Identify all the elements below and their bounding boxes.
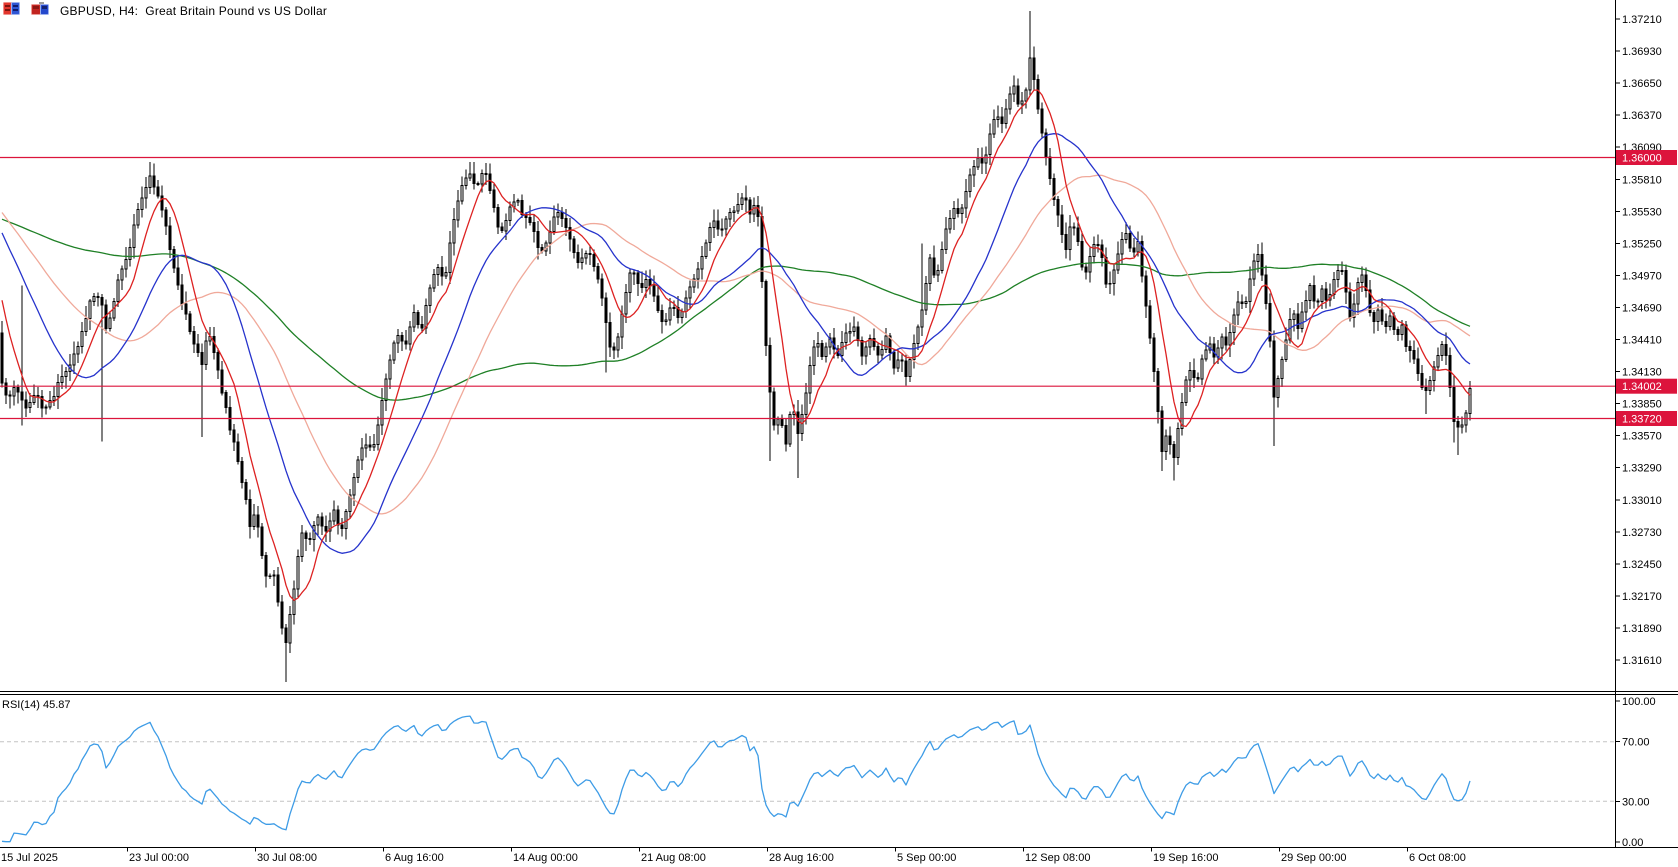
price-axis-label: 1.35810: [1622, 174, 1662, 186]
date-axis-label: 5 Sep 00:00: [897, 852, 956, 864]
candles: [0, 11, 1472, 682]
price-axis-label: 1.36370: [1622, 110, 1662, 122]
date-axis-label: 15 Jul 2025: [1, 852, 58, 864]
chart-header: GBPUSD, H4: Great Britain Pound vs US Do…: [3, 2, 327, 20]
rsi-axis-label: 100.00: [1622, 696, 1656, 708]
svg-text:1.36000: 1.36000: [1622, 153, 1662, 165]
price-axis-label: 1.33290: [1622, 463, 1662, 475]
price-axis-label: 1.32170: [1622, 591, 1662, 603]
price-axis-label: 1.36650: [1622, 78, 1662, 90]
price-axis-label: 1.34970: [1622, 270, 1662, 282]
ma-line-fast: [1, 89, 1471, 601]
price-axis-label: 1.35250: [1622, 238, 1662, 250]
price-axis-label: 1.37210: [1622, 14, 1662, 26]
price-axis-label: 1.33010: [1622, 495, 1662, 507]
rsi-line: [1, 715, 1471, 843]
date-axis-label: 6 Oct 08:00: [1409, 852, 1466, 864]
date-axis: 15 Jul 2025 23 Jul 00:00 30 Jul 08:00 6 Aug…: [1, 847, 1466, 864]
date-axis-label: 30 Jul 08:00: [257, 852, 317, 864]
ma-line-trend: [1, 218, 1471, 401]
price-badge-1.33720: 1.33720: [1616, 411, 1677, 426]
ma-line-mid: [1, 133, 1471, 554]
rsi-indicator-label: RSI(14) 45.87: [2, 699, 71, 711]
price-badge-1.36000: 1.36000: [1616, 150, 1677, 165]
price-badge-1.34002: 1.34002: [1616, 378, 1677, 394]
date-axis-label: 12 Sep 08:00: [1025, 852, 1090, 864]
date-axis-label: 14 Aug 00:00: [513, 852, 578, 864]
price-axis-label: 1.31610: [1622, 655, 1662, 667]
price-axis-label: 1.33850: [1622, 399, 1662, 411]
price-axis-label: 1.31890: [1622, 623, 1662, 635]
date-axis-label: 19 Sep 16:00: [1153, 852, 1218, 864]
date-axis-label: 23 Jul 00:00: [129, 852, 189, 864]
svg-text:1.33720: 1.33720: [1622, 414, 1662, 426]
chart-windows-icon[interactable]: [31, 2, 49, 20]
quote-table-icon[interactable]: [3, 2, 20, 20]
price-axis: 1.372101.369301.366501.363701.360901.358…: [1615, 14, 1662, 667]
price-axis-label: 1.34130: [1622, 367, 1662, 379]
bull-candles: [12, 57, 1472, 644]
price-axis-label: 1.32450: [1622, 559, 1662, 571]
bear-candles: [0, 57, 1460, 644]
price-axis-label: 1.34410: [1622, 335, 1662, 347]
svg-text:1.34002: 1.34002: [1622, 381, 1662, 393]
ma-line-slow: [1, 174, 1471, 515]
date-axis-label: 21 Aug 08:00: [641, 852, 706, 864]
chart-title: GBPUSD, H4: Great Britain Pound vs US Do…: [60, 4, 328, 18]
rsi-axis-label: 30.00: [1622, 796, 1650, 808]
date-axis-label: 6 Aug 16:00: [385, 852, 444, 864]
panel-borders: [0, 0, 1678, 848]
rsi-axis-label: 0.00: [1622, 837, 1643, 849]
date-axis-label: 28 Aug 16:00: [769, 852, 834, 864]
price-axis-label: 1.32730: [1622, 527, 1662, 539]
rsi-panel[interactable]: 100.00 70.00 30.00 0.00: [0, 696, 1656, 849]
price-axis-label: 1.35530: [1622, 206, 1662, 218]
date-axis-label: 29 Sep 00:00: [1281, 852, 1346, 864]
price-axis-label: 1.33570: [1622, 431, 1662, 443]
price-axis-label: 1.34690: [1622, 303, 1662, 315]
rsi-axis-label: 70.00: [1622, 737, 1650, 749]
price-axis-label: 1.36930: [1622, 46, 1662, 58]
